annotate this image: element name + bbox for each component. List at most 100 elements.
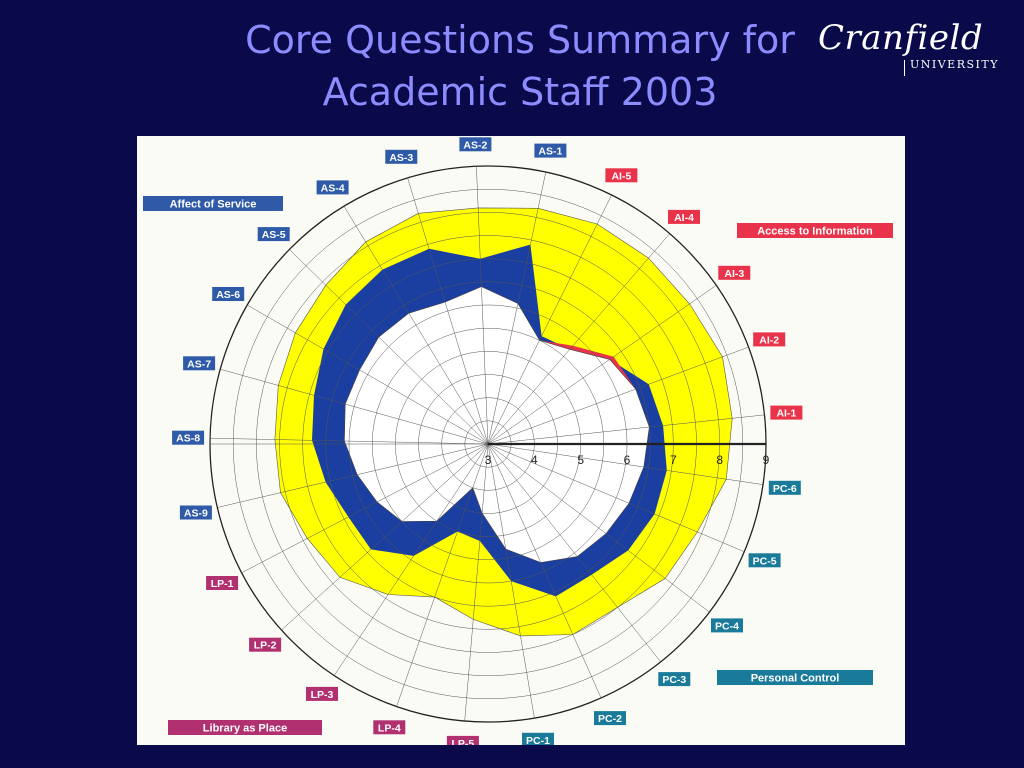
category-label-box <box>768 480 801 495</box>
axis-tick-label: 7 <box>670 453 677 467</box>
category-label-box <box>249 637 282 652</box>
radial-spoke <box>247 304 489 445</box>
dimension-legend-item: Affect of Service <box>143 196 283 211</box>
category-label: AS-7 <box>183 356 216 371</box>
dimension-legend-box <box>737 223 893 238</box>
category-label-text: AS-8 <box>176 433 200 445</box>
slide-title: Core Questions Summary for Academic Staf… <box>150 14 890 118</box>
axis-tick-label: 3 <box>485 453 492 467</box>
category-label-text: PC-5 <box>753 555 777 567</box>
radial-spoke <box>281 443 489 631</box>
category-label-box <box>172 430 205 445</box>
radial-spoke <box>210 437 489 445</box>
category-label-text: AS-4 <box>321 182 345 194</box>
radial-spoke <box>217 443 489 508</box>
category-label-box <box>306 686 338 701</box>
category-label: AI-2 <box>753 332 786 347</box>
radar-axis-ticks: 3 4 5 6 7 8 9 <box>485 453 770 467</box>
category-label: PC-6 <box>768 480 801 495</box>
category-label-box <box>257 227 290 242</box>
axis-tick-label: 4 <box>531 453 538 467</box>
axis-tick-label: 5 <box>577 453 584 467</box>
category-label: PC-2 <box>594 711 626 726</box>
category-label-box <box>658 672 691 687</box>
category-label-box <box>459 137 492 152</box>
category-label-text: AI-4 <box>674 212 694 224</box>
category-label: LP-5 <box>446 735 479 745</box>
radial-spoke <box>396 443 489 707</box>
category-label: AS-5 <box>257 227 290 242</box>
category-label-text: AS-9 <box>184 508 208 520</box>
logo-script: Cranfield <box>818 18 984 58</box>
category-label-box <box>718 265 751 280</box>
category-label: PC-1 <box>522 732 554 745</box>
dimension-legend-box <box>143 196 283 211</box>
category-label-box <box>753 332 786 347</box>
radar-chart-figure: 3 4 5 6 7 8 9 AS-1 AI-5 AI-4 AI-3 AI-2 AI-1 PC-6 PC-5… <box>137 136 905 745</box>
category-label-box <box>711 618 743 633</box>
category-label: AS-6 <box>212 287 245 301</box>
category-label-box <box>770 405 803 420</box>
category-label-text: AS-2 <box>463 139 487 151</box>
radial-spoke <box>487 414 765 445</box>
axis-tick-label: 9 <box>763 453 770 467</box>
dimension-legend-text: Personal Control <box>751 673 840 685</box>
dimension-legend-text: Affect of Service <box>170 199 257 211</box>
radial-spoke <box>487 233 670 445</box>
category-label-text: AI-5 <box>611 170 631 182</box>
radial-spoke <box>464 443 489 722</box>
category-label-text: AS-3 <box>389 152 413 164</box>
category-label: AS-8 <box>172 430 205 445</box>
category-label-text: LP-4 <box>378 722 401 734</box>
category-label: PC-4 <box>711 618 743 633</box>
category-label-box <box>206 576 239 590</box>
axis-tick-label: 6 <box>624 453 631 467</box>
category-label: PC-3 <box>658 672 691 687</box>
category-label: AI-4 <box>668 209 700 224</box>
radial-spoke <box>487 194 612 445</box>
category-label-text: AS-7 <box>187 358 211 370</box>
dimension-legend-box <box>168 720 322 735</box>
category-label: LP-1 <box>206 576 239 590</box>
radial-spoke <box>343 206 489 445</box>
category-label-box <box>534 143 567 158</box>
radial-spoke <box>241 443 489 574</box>
radar-grid <box>209 165 767 723</box>
category-label-text: AI-1 <box>776 408 796 420</box>
dimension-legend-item: Access to Information <box>737 223 893 238</box>
category-label: AS-3 <box>385 149 418 164</box>
category-label-box <box>594 711 626 726</box>
logo-divider <box>904 60 905 76</box>
category-label-box <box>373 720 406 735</box>
slide-title-line2: Academic Staff 2003 <box>322 70 718 114</box>
radar-bands <box>274 207 733 637</box>
dimension-legend-item: Personal Control <box>717 670 873 685</box>
radial-spoke <box>487 346 749 445</box>
category-label: AI-3 <box>718 265 751 280</box>
radial-spoke <box>487 443 710 613</box>
inner-zone-area <box>344 286 650 563</box>
dimension-legend-item: Library as Place <box>168 720 322 735</box>
radial-spoke <box>407 177 489 445</box>
category-label-text: AS-1 <box>538 146 562 158</box>
radial-spoke <box>487 443 764 485</box>
radar-chart: 3 4 5 6 7 8 9 AS-1 AI-5 AI-4 AI-3 AI-2 AI-1 PC-6 PC-5… <box>143 137 893 745</box>
category-label-text: PC-3 <box>662 674 686 686</box>
category-label-text: LP-5 <box>452 738 475 745</box>
category-label: AI-5 <box>605 168 638 183</box>
category-label: AS-9 <box>179 505 212 520</box>
category-label-box <box>605 168 638 183</box>
category-label-text: AS-6 <box>216 289 240 301</box>
category-label-box <box>179 505 212 520</box>
radial-spoke <box>220 368 489 445</box>
radial-spoke <box>487 443 661 663</box>
category-label-box <box>385 149 418 164</box>
radial-spoke <box>476 166 489 445</box>
category-label: LP-4 <box>373 720 406 735</box>
radial-spoke <box>333 443 489 676</box>
category-label-box <box>748 553 781 568</box>
category-label-text: AI-3 <box>724 268 744 280</box>
category-label-text: PC-4 <box>715 620 739 632</box>
category-label-text: PC-6 <box>773 483 797 495</box>
category-label: LP-3 <box>306 686 338 701</box>
